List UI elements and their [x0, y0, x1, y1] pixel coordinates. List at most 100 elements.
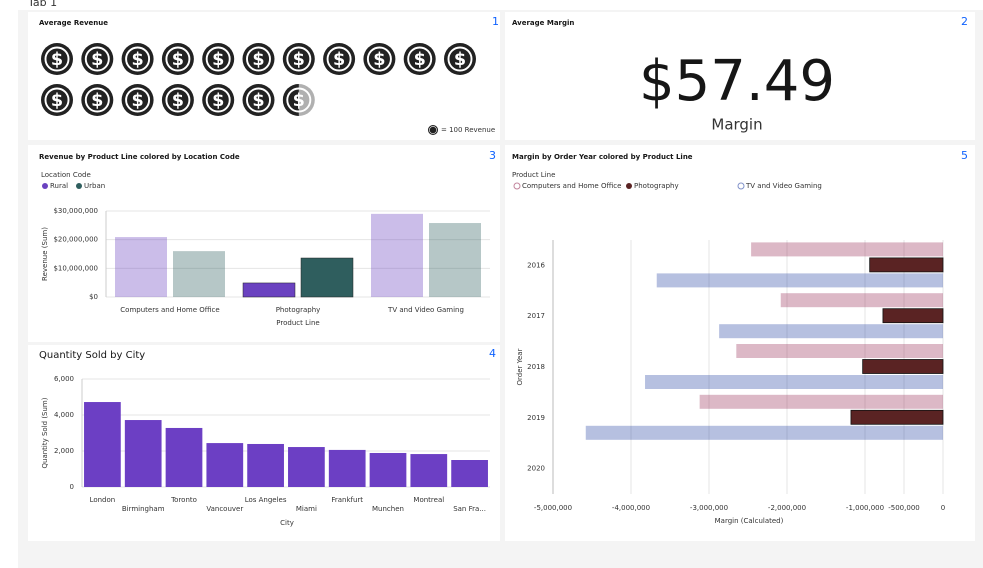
icon-symbol: $ — [51, 91, 63, 111]
icon-symbol: $ — [252, 91, 264, 111]
x-tick-label: -5,000,000 — [534, 504, 572, 512]
icon-ring — [125, 87, 151, 113]
y-tick-label: 2016 — [527, 261, 545, 269]
kpi-value: $57.49 — [639, 49, 835, 114]
legend-swatch — [76, 183, 82, 189]
icon-ring — [165, 46, 191, 72]
y-tick-label: 2,000 — [54, 447, 74, 455]
icon-symbol: $ — [91, 50, 103, 70]
icon-ring — [84, 46, 110, 72]
bar — [115, 237, 167, 297]
widget-number: 4 — [489, 347, 496, 360]
x-tick-label: -3,000,000 — [690, 504, 728, 512]
icon-ring — [84, 87, 110, 113]
widget-number: 2 — [961, 15, 968, 28]
bar — [736, 344, 943, 358]
x-tick-label: -4,000,000 — [612, 504, 650, 512]
widget-number: 5 — [961, 149, 968, 162]
x-tick-label: Computers and Home Office — [120, 306, 219, 314]
bar — [165, 427, 203, 487]
icon-ring — [44, 87, 70, 113]
icon-symbol: $ — [131, 91, 143, 111]
widget-panel — [505, 12, 975, 140]
legend-swatch — [513, 182, 521, 190]
icon-ring — [205, 46, 231, 72]
bar — [751, 242, 943, 257]
y-axis-label: Revenue (Sum) — [41, 227, 49, 281]
y-tick-label: 2018 — [527, 363, 545, 371]
chart-title: Margin by Order Year colored by Product … — [512, 153, 693, 161]
x-tick-label: -500,000 — [888, 504, 919, 512]
pictograph-legend: = 100 Revenue — [441, 126, 495, 134]
icon-symbol: $ — [172, 91, 184, 111]
icon-symbol: $ — [333, 50, 345, 70]
bar — [429, 223, 481, 297]
bar — [247, 443, 284, 487]
y-tick-label: 4,000 — [54, 411, 74, 419]
bar — [780, 293, 943, 308]
x-tick-label: -1,000,000 — [846, 504, 884, 512]
x-tick-label: San Fra... — [453, 505, 486, 513]
icon-symbol: $ — [293, 91, 305, 111]
bar — [300, 257, 354, 298]
x-axis-label: Margin (Calculated) — [715, 517, 784, 525]
widget-panel — [505, 145, 975, 541]
y-tick-label: $0 — [89, 293, 98, 301]
y-tick-label: $20,000,000 — [53, 236, 98, 244]
icon-symbol: $ — [373, 50, 385, 70]
bar — [656, 273, 943, 288]
icon-ring — [407, 46, 433, 72]
widget-number: 1 — [492, 15, 499, 28]
y-tick-label: 2020 — [527, 465, 545, 473]
icon-ring — [326, 46, 352, 72]
tab-label[interactable]: Tab 1 — [27, 0, 57, 9]
bar — [862, 359, 944, 374]
x-tick-label: Miami — [296, 505, 317, 513]
icon-symbol: $ — [454, 50, 466, 70]
icon-ring — [125, 46, 151, 72]
x-tick-label: Los Angeles — [245, 496, 287, 504]
icon-ring — [429, 126, 437, 134]
bar — [869, 257, 944, 273]
icon-ring — [286, 46, 312, 72]
y-tick-label: $10,000,000 — [53, 264, 98, 272]
legend-title: Location Code — [41, 171, 91, 179]
legend-label: Urban — [84, 182, 105, 190]
chart-title: Quantity Sold by City — [39, 350, 145, 361]
y-tick-label: 0 — [70, 483, 74, 491]
x-tick-label: TV and Video Gaming — [387, 306, 464, 314]
bar — [84, 402, 121, 487]
x-tick-label: Photography — [276, 306, 321, 314]
bar — [699, 394, 943, 409]
bar — [410, 454, 448, 487]
y-axis-label: Quantity Sold (Sum) — [41, 397, 49, 468]
icon-ring — [366, 46, 392, 72]
icon-ring — [205, 87, 231, 113]
widget-title: Average Revenue — [39, 19, 108, 27]
y-tick-label: $30,000,000 — [53, 207, 98, 215]
legend-swatch — [42, 183, 48, 189]
x-tick-label: Munchen — [372, 505, 404, 513]
legend-label: TV and Video Gaming — [745, 182, 822, 190]
x-tick-label: Montreal — [413, 496, 444, 504]
x-tick-label: Toronto — [170, 496, 197, 504]
x-axis-label: City — [280, 519, 294, 527]
icon-ring — [286, 87, 312, 113]
legend-label: Rural — [50, 182, 68, 190]
legend-swatch — [737, 182, 745, 190]
icon-symbol: $ — [414, 50, 426, 70]
legend-title: Product Line — [512, 171, 555, 179]
icon-symbol: $ — [212, 91, 224, 111]
bar — [645, 375, 943, 389]
bar — [242, 282, 296, 298]
bar — [371, 213, 423, 297]
y-tick-label: 6,000 — [54, 375, 74, 383]
icon-symbol: $ — [293, 50, 305, 70]
bar — [585, 425, 943, 440]
x-tick-label: Birmingham — [122, 505, 165, 513]
icon-ring — [246, 46, 271, 72]
bar — [124, 420, 162, 487]
bar — [288, 447, 325, 487]
kpi-label: Margin — [711, 116, 762, 134]
